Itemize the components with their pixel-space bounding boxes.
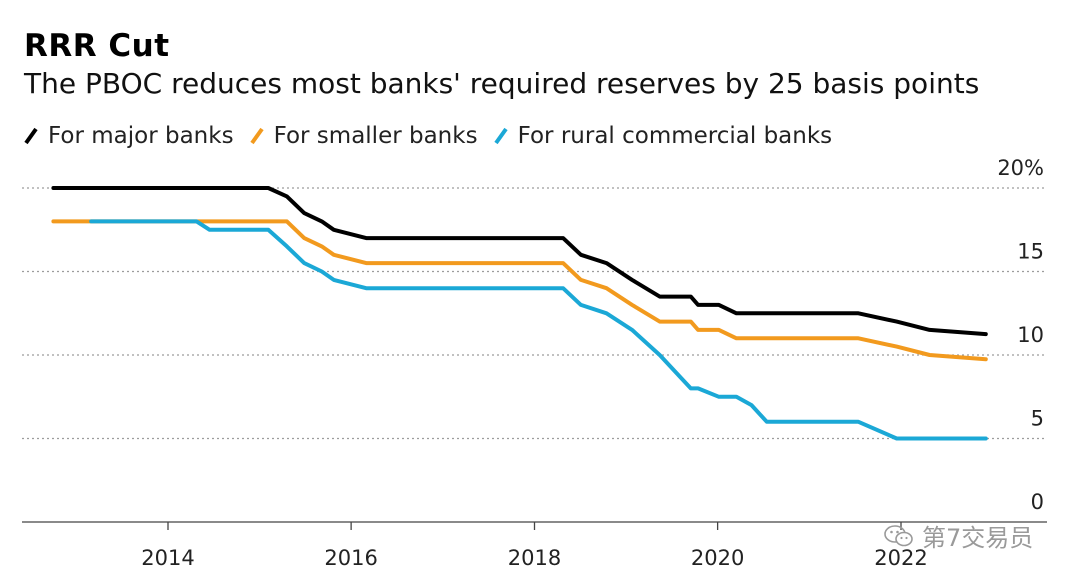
- y-tick-label: 0: [1031, 490, 1044, 514]
- chart-subtitle: The PBOC reduces most banks' required re…: [24, 67, 980, 100]
- x-tick-label: 2020: [691, 546, 744, 570]
- series-lines: [51, 186, 988, 441]
- x-tick-label: 2016: [324, 546, 377, 570]
- legend-swatch-major-banks: [24, 127, 38, 145]
- x-tick-label: 2018: [508, 546, 561, 570]
- legend-swatch-path: [493, 127, 508, 145]
- legend-label-major-banks: For major banks: [48, 123, 234, 149]
- y-tick-label: 10: [1017, 323, 1044, 347]
- legend-swatch-path: [24, 127, 38, 145]
- watermark: 第7交易员: [884, 518, 1033, 553]
- y-tick-label: 15: [1017, 240, 1044, 264]
- legend-item-smaller-banks: For smaller banks: [249, 123, 478, 149]
- series-line-1: [51, 219, 988, 362]
- legend-label-smaller-banks: For smaller banks: [273, 123, 478, 149]
- legend-swatch-path: [249, 127, 264, 145]
- wechat-icon: [884, 524, 914, 548]
- x-tick-label: 2022: [874, 546, 927, 570]
- gridlines: [22, 187, 1047, 440]
- watermark-text: 第7交易员: [922, 524, 1034, 552]
- legend-label-rural-banks: For rural commercial banks: [517, 123, 833, 149]
- y-tick-label: 5: [1031, 407, 1044, 431]
- legend-item-rural-banks: For rural commercial banks: [493, 123, 833, 149]
- x-axis: 2014 2016 2018 2020 2022: [22, 521, 1047, 570]
- legend-swatch-rural-banks: [493, 127, 508, 145]
- legend-item-major-banks: For major banks: [24, 123, 234, 149]
- legend: For major banks For smaller banks For ru…: [24, 120, 848, 152]
- y-axis-ticks: 0 5 10 15 20%: [997, 156, 1044, 514]
- legend-swatch-smaller-banks: [249, 127, 264, 145]
- x-tick-label: 2014: [141, 546, 194, 570]
- series-line-0: [51, 186, 988, 337]
- y-tick-label: 20%: [997, 156, 1044, 180]
- series-line-2: [89, 219, 988, 441]
- chart-title: RRR Cut: [24, 28, 170, 64]
